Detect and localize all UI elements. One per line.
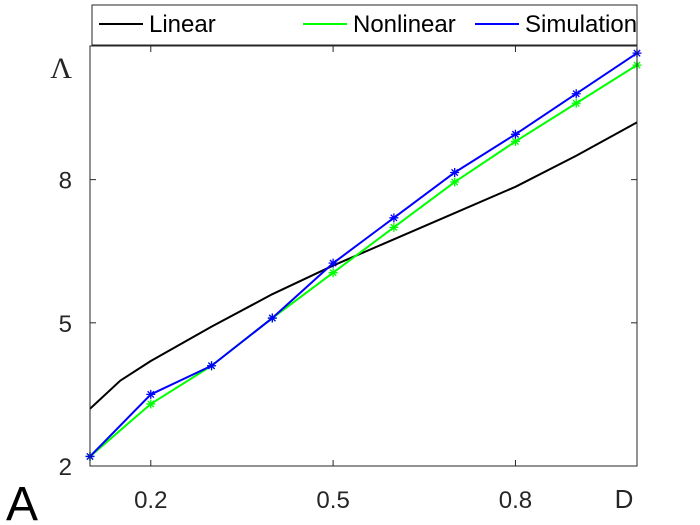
x-tick-label: 0.5 [316,487,349,514]
data-point-nonlinear [328,268,338,278]
plot-area [90,46,637,466]
asterisk-marker [389,222,399,232]
asterisk-marker [146,399,156,409]
asterisk-marker [389,213,399,223]
asterisk-marker [510,129,520,139]
data-point-nonlinear [146,399,156,409]
x-tick-label: 0.2 [134,487,167,514]
series-line-nonlinear [89,64,638,458]
legend-label: Linear [149,11,216,38]
plot-background [90,46,637,466]
data-point-simulation [328,258,338,268]
data-point-simulation [571,89,581,99]
asterisk-marker [571,98,581,108]
legend-entry-simulation: Simulation [475,11,637,38]
y-tick-label: 5 [59,311,72,338]
data-point-nonlinear [571,98,581,108]
panel-label: A [6,478,38,525]
data-point-simulation [146,389,156,399]
y-axis-label: Λ [50,52,72,85]
asterisk-marker [571,89,581,99]
series-layer [85,48,642,461]
asterisk-marker [450,167,460,177]
data-point-nonlinear [450,177,460,187]
asterisk-marker [328,258,338,268]
asterisk-marker [207,361,217,371]
legend-label: Simulation [525,11,637,38]
series-line-simulation [89,52,638,458]
data-point-simulation [450,167,460,177]
data-point-simulation [267,313,277,323]
axes-box [89,45,638,467]
data-point-nonlinear [510,136,520,146]
y-tick-label: 2 [59,454,72,481]
asterisk-marker [450,177,460,187]
asterisk-marker [328,268,338,278]
legend-label: Nonlinear [353,11,456,38]
axes-layer: 0.2 0.5 0.8 2 5 8 D Λ [50,45,638,514]
x-axis-label: D [615,484,634,514]
legend: Linear Nonlinear Simulation [91,4,638,46]
legend-entry-nonlinear: Nonlinear [303,11,456,38]
asterisk-marker [510,136,520,146]
y-tick-label: 8 [59,168,72,195]
asterisk-marker [267,313,277,323]
data-point-simulation [207,361,217,371]
x-tick-label: 0.8 [499,487,532,514]
asterisk-marker [146,389,156,399]
data-point-simulation [389,213,399,223]
data-point-nonlinear [389,222,399,232]
data-point-simulation [510,129,520,139]
legend-entry-linear: Linear [99,11,216,38]
legend-box [91,4,638,46]
